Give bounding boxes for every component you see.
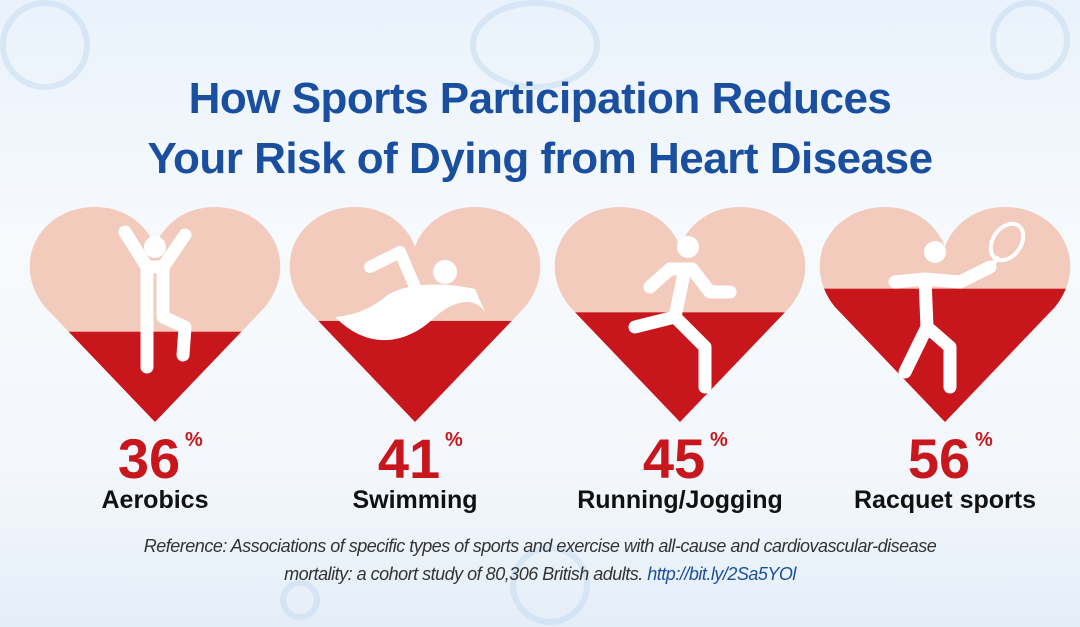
reference-link[interactable]: http://bit.ly/2Sa5YOl: [647, 564, 796, 584]
title-line-1: How Sports Participation Reduces: [188, 74, 892, 123]
percent-sign: %: [445, 429, 463, 451]
category-label: Swimming: [352, 486, 477, 514]
swimmer-icon: [335, 246, 485, 341]
category-label: Racquet sports: [854, 486, 1036, 514]
percent-sign: %: [185, 429, 203, 451]
heart-fill-bar: [31, 331, 279, 422]
title-line-2: Your Risk of Dying from Heart Disease: [147, 134, 933, 183]
heart-fill-bar: [291, 320, 539, 422]
heart-swimming: 41 % Swimming: [289, 207, 541, 514]
heart-racquet-sports: 56 % Racquet sports: [819, 207, 1071, 514]
heart-empty-area: [29, 207, 281, 422]
value-label: 45: [643, 427, 705, 490]
percent-sign: %: [710, 429, 728, 451]
decorative-bubble: [990, 0, 1070, 80]
runner-icon: [628, 236, 737, 394]
decorative-bubble: [0, 0, 90, 90]
heart-aerobics: 36 % Aerobics: [29, 207, 281, 514]
aerobics-figure-icon: [118, 225, 192, 374]
heart-running-jogging: 45 % Running/Jogging: [554, 207, 806, 514]
value-label: 56: [908, 427, 970, 490]
value-label: 41: [378, 427, 440, 490]
reference-line-2: mortality: a cohort study of 80,306 Brit…: [284, 564, 643, 584]
category-label: Aerobics: [102, 486, 209, 514]
reference-line-1: Reference: Associations of specific type…: [143, 536, 937, 556]
decorative-bubble: [470, 0, 600, 90]
decorative-bubble: [280, 580, 320, 620]
reference: Reference: Associations of specific type…: [20, 532, 1060, 588]
decorative-bubble: [510, 545, 590, 625]
tennis-player-icon: [888, 221, 1026, 394]
category-label: Running/Jogging: [577, 486, 783, 514]
percent-sign: %: [975, 429, 993, 451]
value-label: 36: [118, 427, 180, 490]
